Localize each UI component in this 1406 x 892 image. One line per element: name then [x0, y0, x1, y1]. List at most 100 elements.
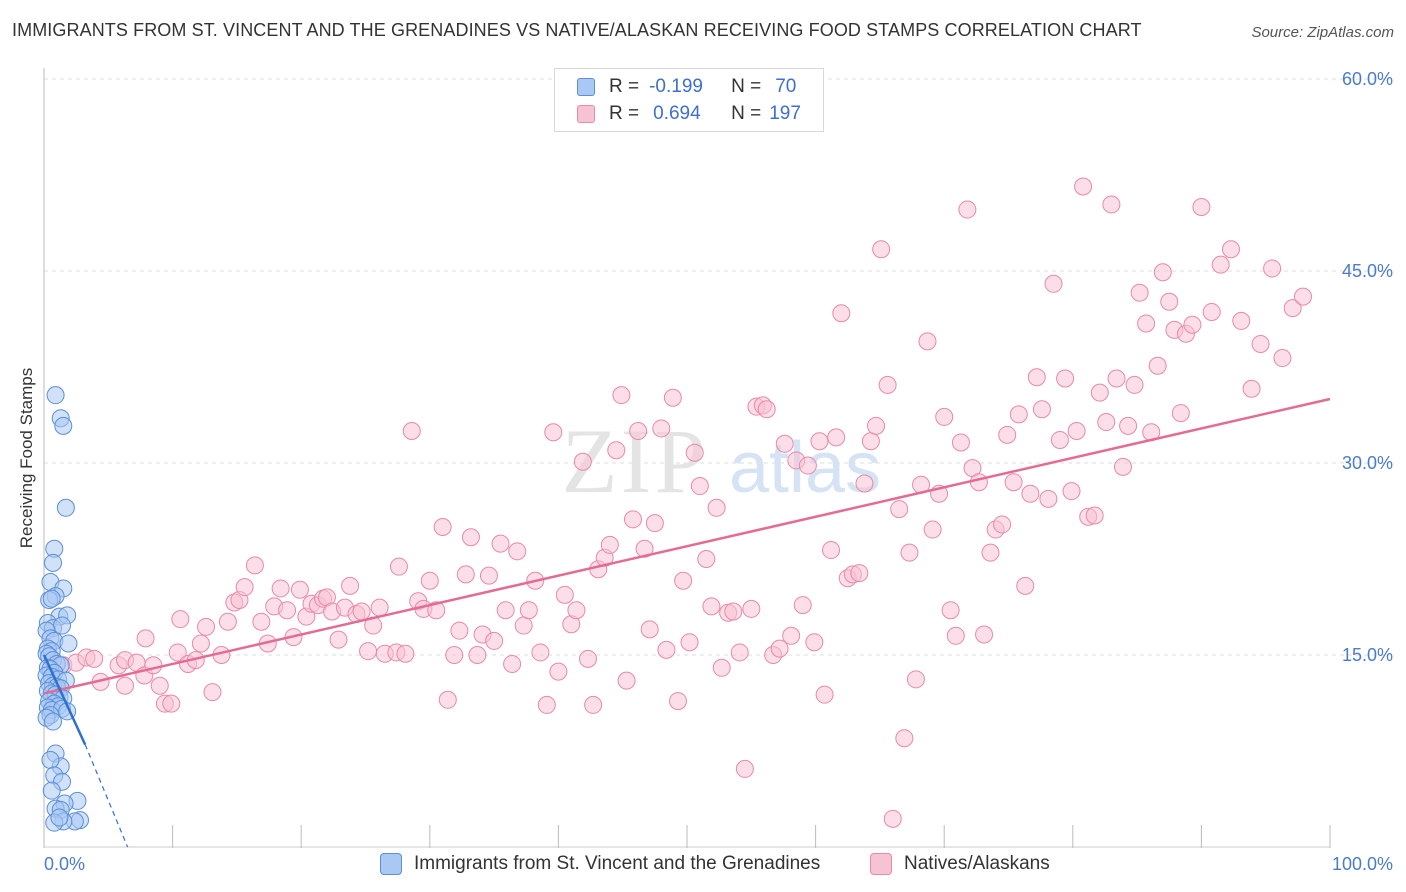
data-point-natives — [235, 578, 254, 597]
data-point-natives — [514, 616, 533, 635]
data-point-natives — [1062, 482, 1081, 501]
data-point-natives — [445, 646, 464, 664]
data-point-natives — [578, 649, 597, 668]
legend-swatch-blue — [577, 78, 595, 96]
y-tick-label: 30.0% — [1342, 453, 1393, 473]
data-point-natives — [883, 809, 902, 828]
data-point-natives — [757, 400, 776, 419]
data-point-immigrants — [42, 589, 61, 608]
data-point-natives — [420, 571, 439, 590]
data-point-natives — [278, 601, 297, 620]
data-point-natives — [975, 625, 994, 644]
data-point-natives — [855, 474, 874, 493]
y-tick-label: 60.0% — [1342, 69, 1393, 89]
data-point-natives — [485, 631, 504, 650]
data-point-natives — [906, 670, 925, 689]
trend-line-immigrants — [42, 654, 87, 746]
chart-title: IMMIGRANTS FROM ST. VINCENT AND THE GREN… — [12, 20, 1142, 40]
data-point-natives — [1102, 195, 1121, 214]
data-point-natives — [1067, 422, 1086, 440]
data-point-natives — [635, 539, 654, 558]
data-point-natives — [724, 602, 743, 621]
data-point-natives — [1004, 473, 1023, 492]
data-point-natives — [861, 432, 880, 451]
data-point-natives — [805, 633, 824, 652]
data-point-natives — [1097, 413, 1116, 432]
data-point-natives — [822, 541, 841, 560]
data-point-natives — [612, 386, 631, 405]
data-point-natives — [782, 626, 801, 645]
data-point-natives — [271, 579, 290, 598]
legend-r-label: R = — [609, 103, 640, 124]
data-point-natives — [1130, 283, 1149, 302]
data-point-natives — [396, 644, 415, 663]
data-point-natives — [116, 676, 135, 695]
data-point-natives — [815, 685, 834, 704]
data-point-natives — [1074, 177, 1093, 196]
data-point-natives — [697, 550, 716, 568]
data-point-natives — [1050, 430, 1069, 449]
series-natives-alaskans — [54, 177, 1312, 828]
data-point-natives — [1027, 368, 1046, 387]
data-point-immigrants — [59, 634, 78, 653]
data-point-natives — [645, 514, 664, 533]
trend-line-natives — [43, 397, 1331, 695]
data-point-natives — [290, 580, 309, 599]
data-point-natives — [402, 422, 421, 440]
data-point-natives — [555, 585, 574, 604]
data-point-natives — [1251, 334, 1270, 353]
data-point-natives — [1283, 299, 1302, 318]
legend-swatch-blue — [380, 853, 402, 875]
legend-swatch-pink — [577, 105, 595, 123]
data-point-natives — [623, 510, 642, 529]
data-point-natives — [1211, 255, 1230, 274]
data-point-natives — [468, 646, 487, 664]
data-point-natives — [1113, 457, 1132, 476]
data-point-natives — [1221, 240, 1240, 259]
data-point-natives — [850, 564, 869, 583]
legend-row-blue: R = -0.199 N = 70 — [577, 74, 796, 100]
data-point-natives — [162, 694, 181, 713]
data-point-natives — [770, 639, 789, 658]
y-tick-label: 15.0% — [1342, 645, 1393, 665]
data-point-natives — [674, 571, 693, 590]
data-point-immigrants — [50, 808, 69, 827]
data-point-natives — [1242, 379, 1261, 398]
data-point-natives — [810, 432, 829, 451]
legend-label-natives: Natives/Alaskans — [904, 853, 1050, 874]
data-point-natives — [775, 434, 794, 453]
data-point-natives — [531, 643, 550, 662]
data-point-natives — [735, 759, 754, 778]
data-point-natives — [685, 443, 704, 462]
data-point-natives — [567, 601, 586, 620]
legend-r-value: 0.694 — [653, 103, 701, 124]
legend-row-pink: R = 0.694 N = 197 — [577, 101, 801, 127]
data-point-natives — [549, 662, 568, 681]
data-point-natives — [657, 640, 676, 659]
data-point-natives — [993, 515, 1012, 534]
data-point-natives — [652, 419, 671, 438]
correlation-legend: R = -0.199 N = 70 R = 0.694 N = 197 — [554, 68, 824, 132]
data-point-natives — [171, 610, 190, 629]
data-point-natives — [1044, 274, 1063, 293]
data-point-natives — [329, 630, 348, 649]
data-point-natives — [370, 598, 389, 617]
data-point-natives — [537, 695, 556, 714]
data-point-natives — [872, 240, 891, 259]
data-point-natives — [245, 556, 264, 575]
data-point-natives — [584, 695, 603, 714]
data-point-natives — [969, 473, 988, 492]
legend-n-value: 70 — [775, 76, 797, 97]
data-point-natives — [1119, 416, 1138, 435]
data-point-natives — [1171, 404, 1190, 423]
data-point-natives — [341, 576, 360, 595]
data-point-natives — [1273, 349, 1292, 368]
data-point-natives — [895, 729, 914, 748]
data-point-natives — [832, 304, 851, 323]
data-point-natives — [702, 597, 721, 616]
data-point-natives — [456, 565, 475, 584]
trend-line-immigrants-extension — [84, 744, 129, 848]
data-point-immigrants — [41, 750, 60, 769]
data-point-natives — [798, 456, 817, 475]
